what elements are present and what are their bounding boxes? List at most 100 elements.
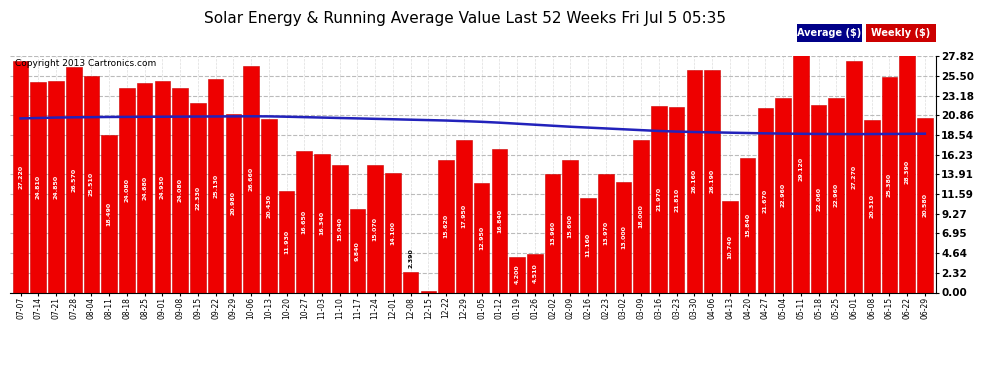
Text: 25.130: 25.130	[213, 174, 218, 198]
Text: Copyright 2013 Cartronics.com: Copyright 2013 Cartronics.com	[15, 58, 155, 68]
Bar	[154, 81, 170, 292]
Text: 26.190: 26.190	[710, 169, 715, 194]
Text: 24.680: 24.680	[143, 176, 148, 200]
Text: 22.960: 22.960	[834, 183, 839, 207]
Text: 15.070: 15.070	[372, 216, 378, 240]
Bar	[544, 174, 560, 292]
Bar	[917, 118, 933, 292]
Bar	[349, 209, 365, 292]
Text: 22.330: 22.330	[195, 186, 200, 210]
Text: 26.160: 26.160	[692, 170, 697, 194]
Bar	[527, 254, 543, 292]
Text: 15.600: 15.600	[567, 214, 573, 238]
Text: 13.000: 13.000	[621, 225, 626, 249]
Bar	[421, 291, 437, 292]
Text: 15.620: 15.620	[444, 214, 448, 238]
Text: 13.960: 13.960	[550, 221, 555, 245]
Text: 24.810: 24.810	[36, 175, 41, 199]
Text: 22.060: 22.060	[816, 187, 821, 211]
Text: 21.810: 21.810	[674, 188, 679, 212]
Text: 22.960: 22.960	[780, 183, 785, 207]
Bar	[757, 108, 773, 292]
Bar	[244, 66, 258, 292]
Text: 24.850: 24.850	[53, 175, 58, 199]
Bar	[137, 83, 152, 292]
Text: 15.040: 15.040	[338, 217, 343, 241]
Text: 28.390: 28.390	[905, 160, 910, 184]
Bar	[704, 70, 720, 292]
Bar	[49, 81, 63, 292]
Text: 18.000: 18.000	[639, 204, 644, 228]
Bar	[509, 257, 525, 292]
Text: Average ($): Average ($)	[797, 28, 861, 38]
Bar	[687, 70, 702, 292]
Text: 21.970: 21.970	[656, 187, 661, 211]
Bar	[793, 45, 809, 292]
Text: 18.490: 18.490	[107, 202, 112, 226]
Bar	[208, 79, 224, 292]
Text: 20.580: 20.580	[923, 193, 928, 217]
Text: 20.310: 20.310	[869, 194, 874, 218]
Text: 11.160: 11.160	[585, 233, 590, 257]
Bar	[119, 88, 135, 292]
Text: 16.340: 16.340	[320, 211, 325, 235]
Text: 11.930: 11.930	[284, 230, 289, 254]
Text: 25.510: 25.510	[89, 172, 94, 196]
Text: 27.270: 27.270	[851, 165, 856, 189]
Bar	[172, 88, 188, 292]
Text: 27.220: 27.220	[18, 165, 23, 189]
Bar	[13, 62, 29, 292]
Bar	[296, 151, 312, 292]
Bar	[456, 140, 471, 292]
Bar	[66, 67, 81, 292]
Bar	[385, 173, 401, 292]
Bar	[314, 154, 330, 292]
Text: Solar Energy & Running Average Value Last 52 Weeks Fri Jul 5 05:35: Solar Energy & Running Average Value Las…	[204, 11, 727, 26]
Text: 17.950: 17.950	[461, 204, 466, 228]
Text: 10.740: 10.740	[728, 235, 733, 259]
Bar	[279, 191, 294, 292]
Text: 15.840: 15.840	[745, 213, 750, 237]
Bar	[811, 105, 827, 292]
Bar	[474, 183, 489, 292]
Text: 20.430: 20.430	[266, 194, 271, 218]
Bar	[616, 182, 632, 292]
Text: 24.930: 24.930	[160, 175, 165, 199]
Text: 21.670: 21.670	[763, 188, 768, 213]
Bar	[101, 135, 117, 292]
Text: 29.120: 29.120	[798, 157, 803, 181]
Text: 24.080: 24.080	[125, 178, 130, 202]
Bar	[598, 174, 614, 292]
Bar	[864, 120, 879, 292]
Bar	[226, 114, 242, 292]
Bar	[491, 150, 507, 292]
Text: 25.380: 25.380	[887, 172, 892, 197]
Text: 13.970: 13.970	[603, 221, 608, 245]
Bar	[439, 160, 454, 292]
Text: 4.510: 4.510	[533, 264, 538, 283]
Bar	[634, 140, 649, 292]
Text: 26.570: 26.570	[71, 168, 76, 192]
Bar	[651, 106, 666, 292]
Text: 14.100: 14.100	[390, 220, 395, 245]
Bar	[882, 77, 897, 292]
Text: 26.660: 26.660	[248, 167, 253, 191]
Text: 16.650: 16.650	[302, 210, 307, 234]
Text: 12.950: 12.950	[479, 225, 484, 250]
Bar	[403, 272, 419, 292]
Bar	[722, 201, 738, 292]
Bar	[846, 61, 861, 292]
Text: 16.840: 16.840	[497, 209, 502, 233]
FancyBboxPatch shape	[866, 24, 936, 42]
FancyBboxPatch shape	[797, 24, 862, 42]
Bar	[332, 165, 347, 292]
Text: 9.840: 9.840	[355, 241, 360, 261]
Bar	[775, 98, 791, 292]
Bar	[190, 103, 206, 292]
Text: 4.200: 4.200	[515, 265, 520, 285]
Text: 2.390: 2.390	[408, 248, 413, 268]
Bar	[84, 76, 99, 292]
Text: 20.980: 20.980	[231, 191, 236, 215]
Bar	[899, 51, 915, 292]
Bar	[367, 165, 383, 292]
